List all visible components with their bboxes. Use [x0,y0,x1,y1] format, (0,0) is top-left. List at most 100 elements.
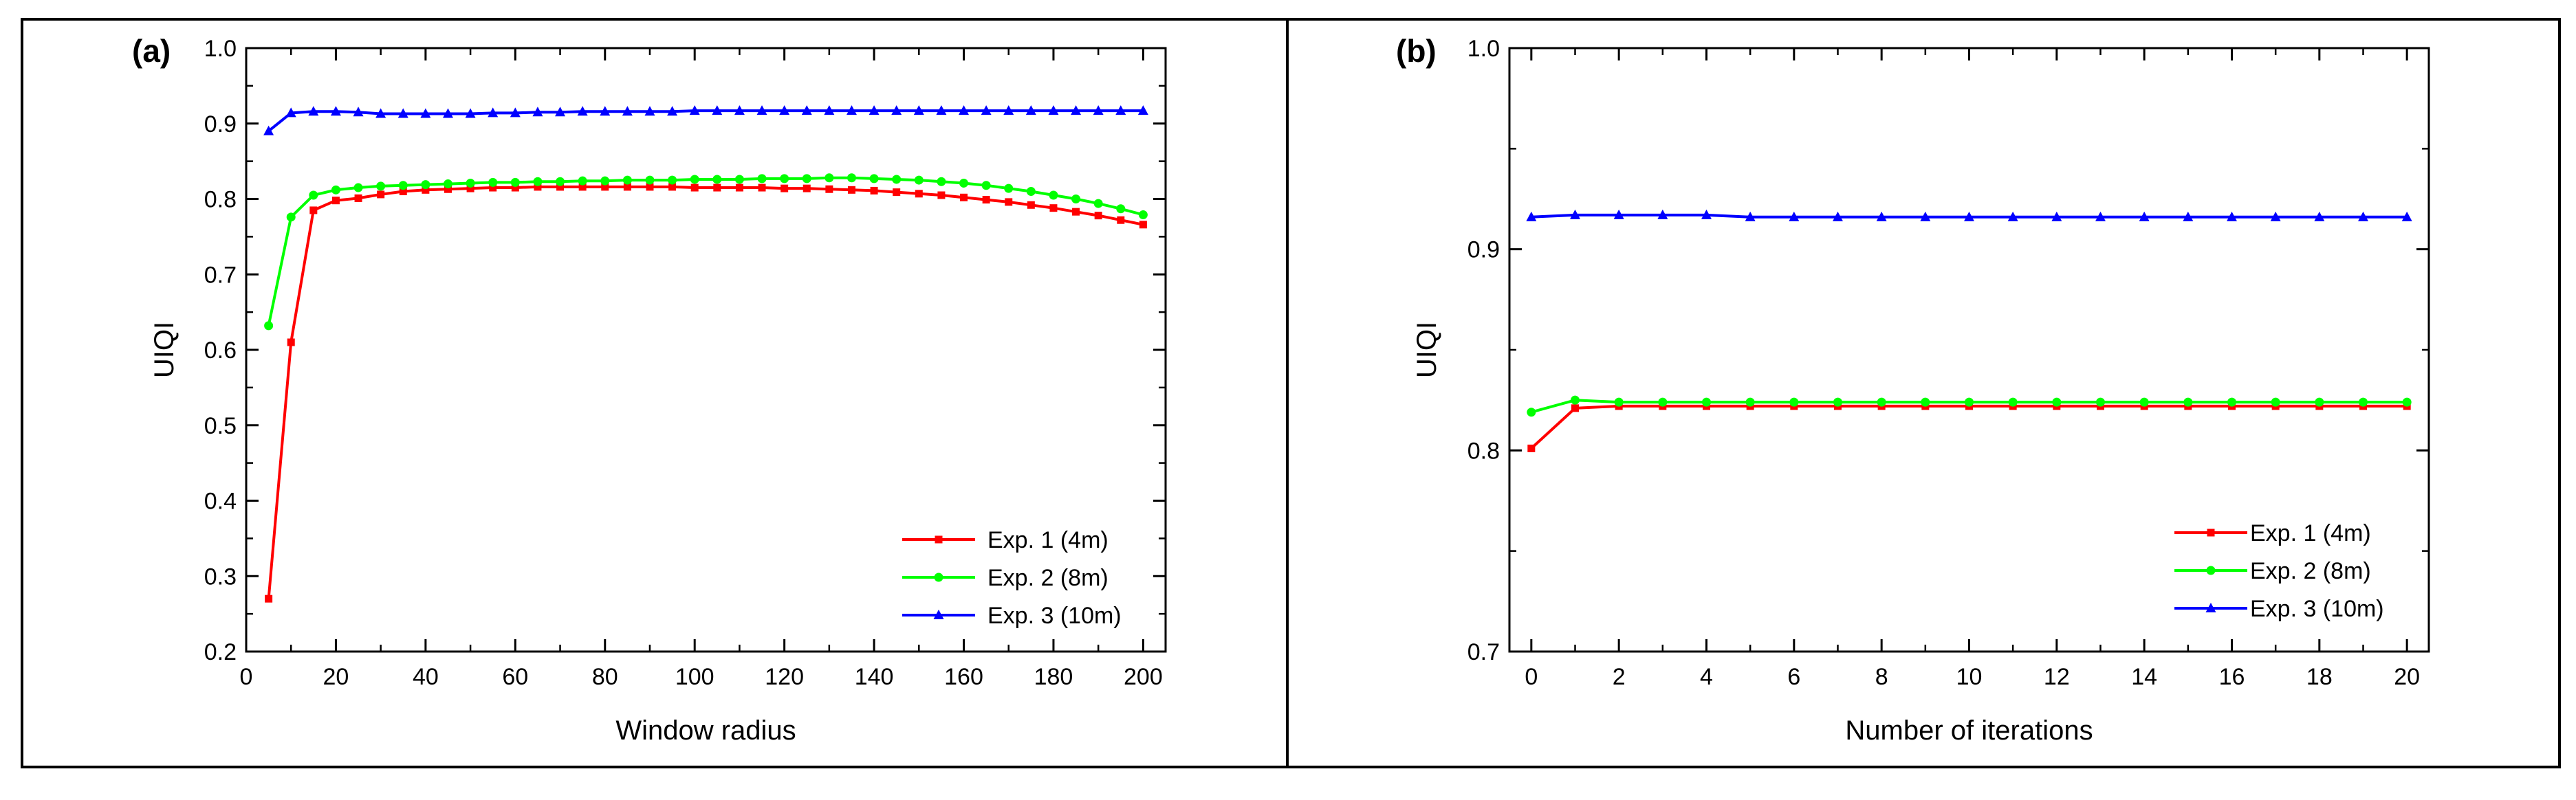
series-2-point [668,175,677,185]
series-2-point [1071,195,1081,203]
series-3-point [397,108,408,118]
y-tick-label: 0.7 [204,262,237,288]
x-tick-label: 160 [944,664,983,690]
series-2-point [2008,397,2018,407]
x-tick-label: 18 [2306,664,2333,690]
series-3-point [644,106,655,116]
series-3-point [353,107,364,117]
series-3-point [1093,105,1104,115]
series-2-point [1833,397,1842,407]
y-tick-label: 0.9 [1467,237,1500,263]
x-tick-label: 80 [592,664,618,690]
series-1-line [267,185,1144,599]
series-2-point [2271,397,2280,407]
series-3-point [2314,211,2325,221]
legend-swatch-marker [935,535,943,544]
series-1-point [646,183,654,191]
series-1-point [1571,404,1579,412]
series-3-point [734,105,745,115]
series-3-point [308,106,319,116]
series-1-point [915,190,923,198]
series-2-point [533,177,543,186]
series-3-point [1833,211,1843,221]
legend-label: Exp. 2 (8m) [987,565,1109,591]
series-3-point [555,107,566,117]
series-3-point [2095,211,2106,221]
series-3-point [577,106,588,116]
series-3-point [913,105,924,115]
series-2-line [267,176,1144,326]
series-3-point [1003,105,1014,115]
series-3-point [712,105,723,115]
series-2-point [2096,397,2105,407]
series-1-point [331,197,340,205]
legend: Exp. 1 (4m) Exp. 2 (8m) Exp. 3 (10m) [902,527,1122,629]
series-2-point [645,175,655,185]
series-1-point [511,184,519,192]
series-2-point [1789,397,1799,407]
y-tick-label: 1.0 [1467,36,1500,62]
series-1-point [489,184,497,192]
series-2-point [2052,397,2062,407]
legend-swatch-marker [934,573,943,582]
series-3-point [1570,209,1580,219]
y-tick-label: 0.2 [204,639,237,665]
series-2-point [1921,397,1930,407]
series-2-point [2139,397,2149,407]
x-axis-label: Number of iterations [1845,715,2093,746]
panel-b: 0 2 4 6 8 10 12 14 16 18 20 0.7 0.8 0.9 1.0 Number of i… [1396,33,2430,746]
series-3-point [2227,211,2237,221]
legend-swatch-marker [2205,603,2216,612]
series-1-point [354,194,362,202]
series-1-point [601,183,609,191]
series-2-point [376,181,386,191]
series-2-point [2402,397,2412,407]
series-2-point [1004,184,1014,193]
series-3-point [375,108,386,118]
series-2-point [600,176,610,186]
series-1-point [825,185,833,193]
series-2-point [802,174,811,184]
x-tick-label: 100 [675,664,714,690]
series-3-point [667,106,678,116]
series-3-point [285,107,296,118]
series-3-point [622,106,633,116]
series-1-point [287,338,295,346]
series-1-point [803,184,811,192]
series-2-point [2183,397,2193,407]
y-axis-label: UIQI [149,322,179,378]
series-3-point [600,106,611,116]
series-1-point [466,184,474,192]
series-2-point [578,176,587,186]
series-2 [1527,395,2412,417]
series-1-point [1005,198,1013,206]
series-3-point [689,105,700,115]
series-2-point [1527,408,1536,417]
series-3-point [2401,211,2412,221]
series-3-point [2358,211,2368,221]
series-3-line [268,109,1144,133]
series-1-point [1139,221,1147,229]
series-2-point [1049,190,1058,200]
series-2-point [421,180,430,190]
series-3-point [510,107,521,118]
series-1-point [982,196,990,204]
x-tick-label: 6 [1787,664,1800,690]
series-3-point [2270,211,2281,221]
x-tick-label: 60 [502,664,528,690]
series-2-point [734,175,744,184]
series-2-point [331,185,340,195]
series-3-point [981,105,992,115]
series-3-point [1964,211,1974,221]
x-tick-label: 40 [413,664,439,690]
series-3-point [824,105,835,115]
y-tick-label: 0.8 [204,187,237,213]
legend-label: Exp. 2 (8m) [2250,558,2371,584]
series-1-point [444,185,452,193]
series-3 [1526,209,2412,221]
series-3-point [1526,211,1537,221]
series-2-point [510,177,520,187]
legend: Exp. 1 (4m) Exp. 2 (8m) Exp. 3 (10m) [2174,520,2384,622]
y-tick-label: 0.5 [204,413,237,439]
series-2-point [1093,199,1103,208]
